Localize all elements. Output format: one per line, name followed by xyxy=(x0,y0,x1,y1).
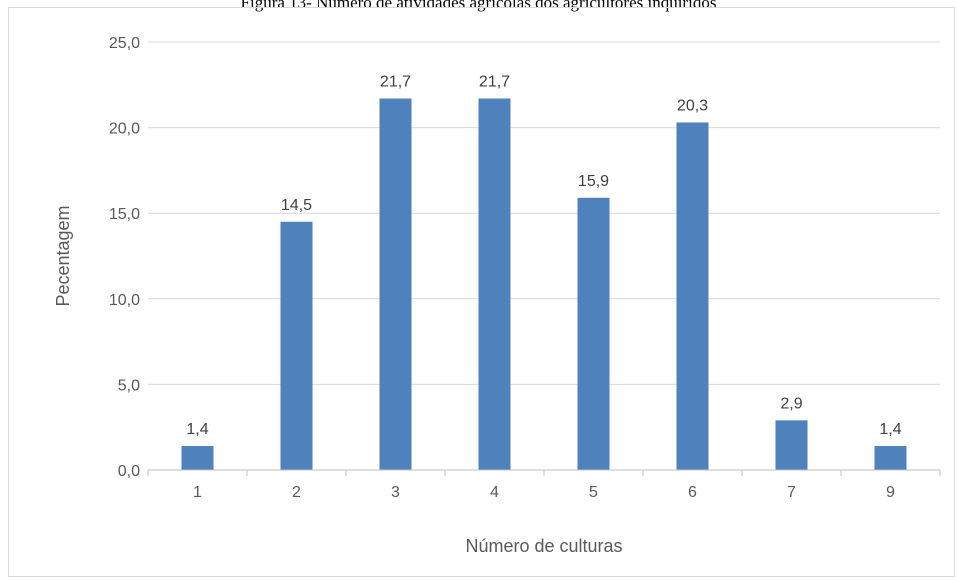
figure-caption: Figura 13- Número de atividades agrícola… xyxy=(240,0,717,12)
y-tick-label: 0,0 xyxy=(118,463,140,480)
data-label: 15,9 xyxy=(578,173,609,190)
data-labels: 1,4 14,5 21,7 21,7 15,9 20,3 2,9 1,4 xyxy=(186,73,901,438)
data-label: 1,4 xyxy=(879,421,901,438)
y-tick-label: 15,0 xyxy=(109,206,140,223)
data-label: 21,7 xyxy=(380,73,411,90)
data-label: 2,9 xyxy=(780,395,802,412)
bar xyxy=(478,98,511,470)
y-axis-ticks: 0,0 5,0 10,0 15,0 20,0 25,0 xyxy=(109,35,140,480)
x-axis-title: Número de culturas xyxy=(465,536,622,556)
data-label: 1,4 xyxy=(186,421,208,438)
x-tick-label: 9 xyxy=(886,484,895,501)
bar xyxy=(577,197,610,471)
y-tick-label: 10,0 xyxy=(109,292,140,309)
data-label: 21,7 xyxy=(479,73,510,90)
x-tick-label: 1 xyxy=(193,484,202,501)
bar xyxy=(379,98,412,470)
data-label: 20,3 xyxy=(677,97,708,114)
y-tick-label: 20,0 xyxy=(109,121,140,138)
bar xyxy=(280,221,313,470)
chart-area-border xyxy=(8,7,955,577)
bar xyxy=(775,420,808,470)
x-tick-label: 4 xyxy=(490,484,499,501)
x-tick-label: 3 xyxy=(391,484,400,501)
x-tick-label: 6 xyxy=(688,484,697,501)
bar xyxy=(676,122,709,471)
x-axis: 1 2 3 4 5 6 7 9 xyxy=(147,469,941,501)
bar xyxy=(181,446,214,470)
y-tick-label: 25,0 xyxy=(109,35,140,52)
x-tick-label: 7 xyxy=(787,484,796,501)
gridlines xyxy=(148,41,940,385)
bar xyxy=(874,446,907,470)
data-label: 14,5 xyxy=(281,197,312,214)
x-tick-label: 2 xyxy=(292,484,301,501)
bars xyxy=(181,98,907,471)
y-axis-title: Pecentagem xyxy=(53,205,73,306)
y-tick-label: 5,0 xyxy=(118,377,140,394)
x-tick-label: 5 xyxy=(589,484,598,501)
